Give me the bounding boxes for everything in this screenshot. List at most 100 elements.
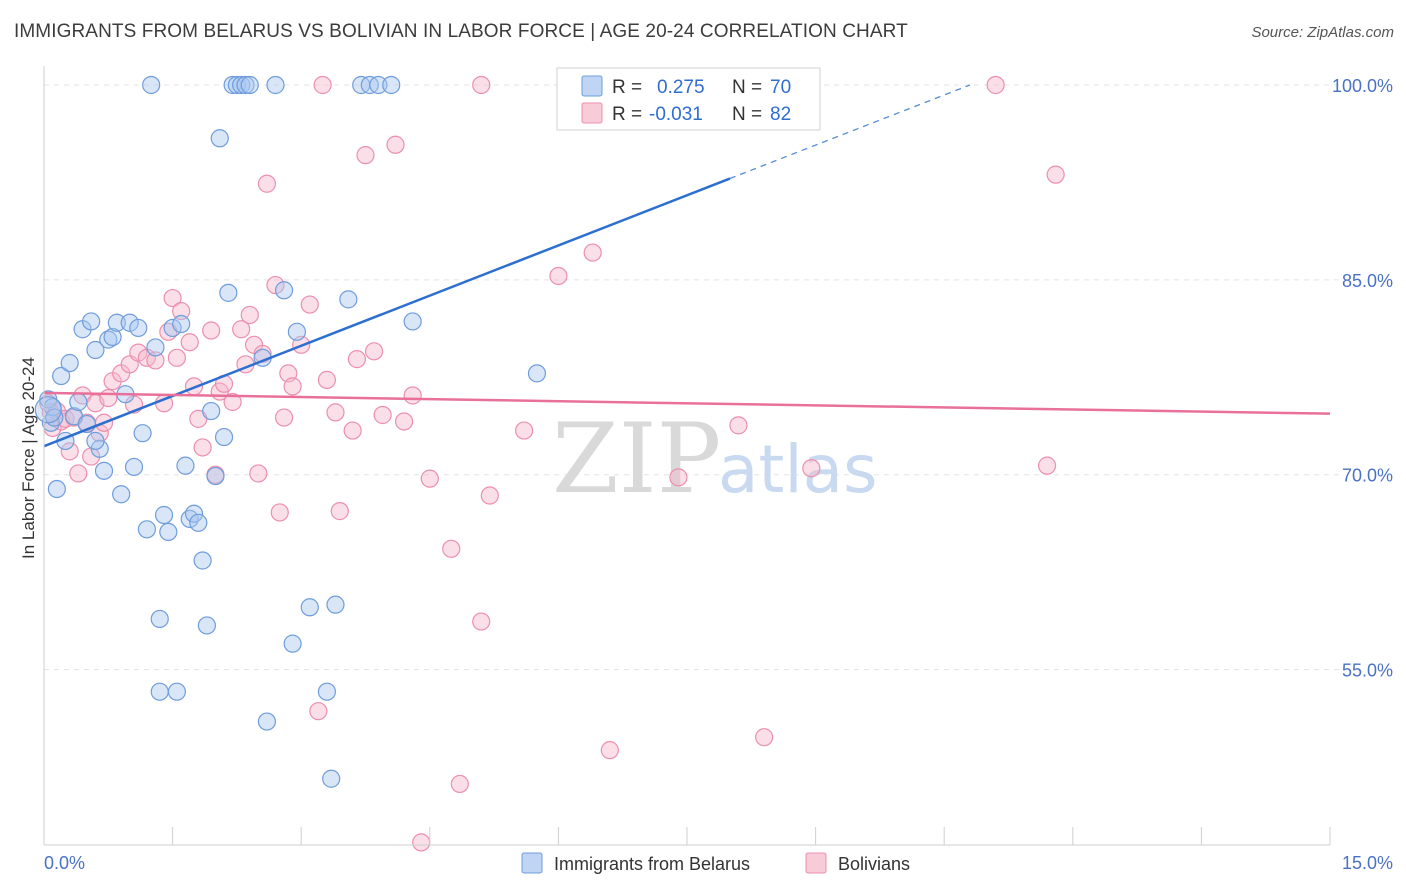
belarus-point [403,312,422,331]
belarus-point [69,392,88,412]
bolivian-point [394,412,414,431]
watermark: ZIP atlas [552,403,878,515]
belarus-point [189,513,208,532]
bolivian-point [472,75,491,95]
series-legend-swatch-belarus [521,852,543,874]
belarus-point [193,551,212,570]
bolivian-point [223,392,242,412]
belarus-point [283,634,302,653]
source-label: Source: ZipAtlas.com [1251,24,1394,41]
bolivian-point [729,416,748,435]
x-tick-label: 15.0% [1342,853,1393,873]
bolivian-point [549,266,568,286]
chart-title: IMMIGRANTS FROM BELARUS VS BOLIVIAN IN L… [14,21,908,42]
bolivian-point [283,377,302,396]
trend-line-belarus [43,177,731,448]
correlation-legend: R = 0.275 N = 70 R = -0.031 N = 82 [556,67,821,131]
bolivian-point [802,459,821,478]
legend-swatch-belarus [581,75,603,97]
belarus-point [287,322,307,341]
legend-r-label-belarus: R = [612,77,642,98]
belarus-point [167,682,186,701]
belarus-point [120,313,139,332]
y-tick-label: 70.0% [1342,466,1393,486]
bolivian-point [412,833,431,852]
belarus-point [124,457,144,477]
bolivian-point [129,343,148,362]
x-tick-label: 0.0% [44,853,85,873]
bolivian-point [249,464,268,483]
bolivian-point [343,421,362,440]
belarus-point [300,598,319,617]
belarus-point [257,712,277,731]
grid-layer [44,84,1340,671]
belarus-point [214,427,234,447]
bolivian-point [442,539,461,558]
legend-n-value-belarus: 70 [770,77,791,98]
belarus-point [129,318,148,338]
trend-lines [43,84,1331,448]
legend-n-label-belarus: N = [732,77,762,98]
belarus-point [94,461,114,480]
bolivian-point [313,75,332,95]
bolivian-point [60,442,79,461]
bolivian-point [515,421,534,440]
y-tick-label: 85.0% [1342,271,1393,291]
belarus-point [369,75,388,95]
bolivian-point [257,174,277,193]
bolivian-point [472,612,491,631]
belarus-point [240,75,259,95]
belarus-point [133,424,152,443]
bolivian-point [330,502,349,521]
bolivian-point [1037,456,1057,475]
belarus-point [317,682,337,701]
bolivian-points [39,75,1065,852]
belarus-point [45,408,64,427]
bolivian-point [172,301,191,321]
bolivian-point [480,486,499,505]
bolivian-point [193,438,212,457]
bolivian-point [274,408,294,427]
bolivian-point [364,342,384,361]
bolivian-point [146,351,165,370]
bolivian-point [326,403,345,422]
legend-r-value-belarus: 0.275 [657,77,705,98]
bolivian-point [240,305,259,325]
belarus-point [107,313,126,332]
y-tick-label: 100.0% [1332,76,1393,96]
belarus-point [86,340,105,360]
belarus-point [274,281,294,300]
bolivian-point [373,405,392,425]
bolivian-point [266,275,285,295]
belarus-point [150,682,169,701]
bolivian-point [450,774,469,794]
belarus-point [163,318,182,338]
series-legend: Immigrants from Belarus Bolivians [521,852,910,874]
legend-n-label-bolivian: N = [732,104,762,125]
bolivian-point [99,388,118,408]
series-legend-swatch-bolivian [805,852,827,874]
bolivian-point [583,243,602,262]
belarus-point [326,595,345,614]
bolivian-point [420,469,439,488]
belarus-point [197,616,216,635]
bolivian-point [1046,165,1065,184]
belarus-point [339,290,358,309]
bolivian-point [232,320,251,339]
belarus-point [34,396,62,424]
bolivian-point [270,503,289,522]
bolivian-point [755,728,774,747]
belarus-point [52,366,71,386]
belarus-point [266,75,285,95]
bolivian-point [300,295,319,314]
bolivian-point [309,702,328,721]
belarus-point [172,314,191,334]
legend-r-label-bolivian: R = [612,104,642,125]
belarus-point [236,75,255,95]
belarus-point [382,75,401,95]
bolivian-point [347,350,367,369]
series-legend-label-bolivian: Bolivians [838,854,910,874]
belarus-point [219,283,238,302]
y-tick-label: 55.0% [1342,661,1393,681]
belarus-point [210,129,229,148]
